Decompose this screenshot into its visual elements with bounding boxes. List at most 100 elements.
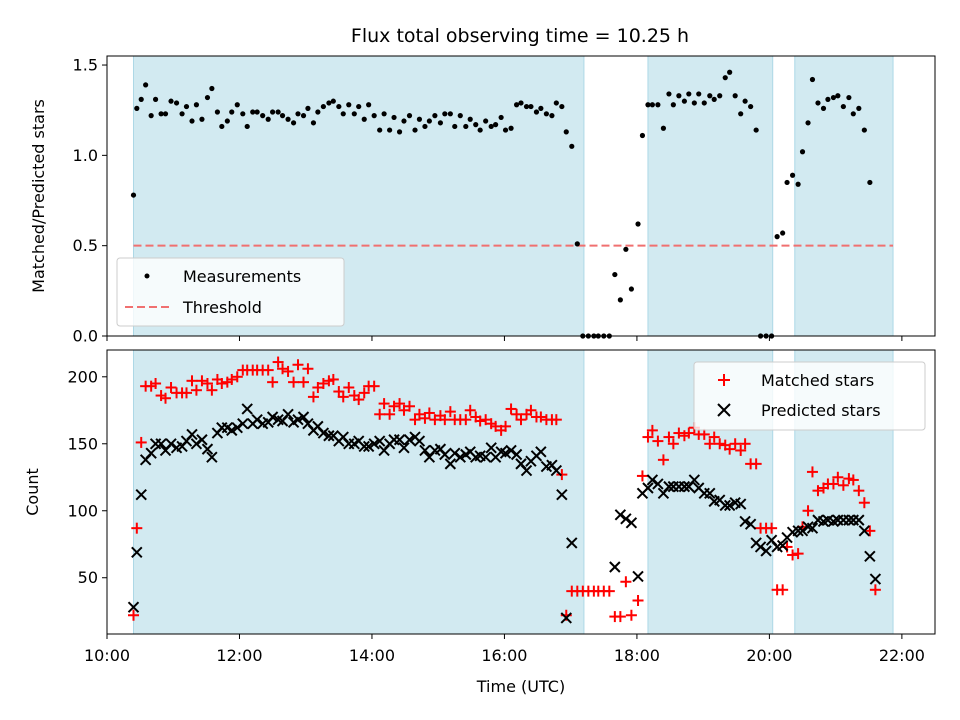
measurement-point: [447, 111, 453, 117]
measurement-point: [846, 94, 852, 101]
matched-star-point: [515, 414, 527, 426]
measurement-point: [158, 111, 164, 117]
matched-star-point: [556, 469, 568, 481]
predicted-star-point: [362, 440, 375, 453]
measurement-point: [130, 192, 137, 198]
measurement-point: [396, 129, 403, 135]
measurement-point: [310, 120, 317, 126]
measurement-point: [825, 96, 831, 102]
predicted-star-point: [190, 438, 203, 450]
matched-star-point: [683, 427, 695, 439]
matched-star-point: [802, 505, 814, 517]
measurement-point: [789, 172, 796, 178]
matched-star-point: [657, 454, 669, 466]
matched-star-point: [667, 438, 679, 450]
measurement-point: [508, 125, 514, 131]
measurement-point: [738, 111, 744, 117]
measurement-point: [850, 111, 856, 117]
measurement-point: [732, 93, 738, 99]
measurement-point: [134, 105, 140, 111]
measurement-point: [681, 98, 687, 104]
matched-star-point: [327, 373, 339, 385]
predicted-star-point: [131, 546, 143, 558]
measurement-point: [691, 100, 697, 106]
measurement-point: [830, 94, 837, 101]
x-tick-label: 12:00: [216, 646, 262, 665]
measurement-point: [463, 123, 469, 130]
matched-star-point: [750, 458, 762, 470]
measurement-point: [351, 111, 357, 117]
measurement-point: [285, 116, 291, 122]
predicted-star-point: [479, 451, 492, 463]
legend-measurements-marker: [144, 273, 150, 279]
matched-star-point: [837, 479, 849, 491]
measurement-point: [701, 100, 707, 106]
matched-star-point: [312, 382, 324, 394]
matched-star-point: [735, 444, 747, 456]
measurement-point: [660, 125, 667, 131]
measurement-point: [204, 94, 211, 101]
predicted-star-point: [145, 447, 157, 459]
predicted-star-point: [226, 424, 238, 437]
matched-star-point: [272, 356, 284, 368]
measurement-point: [330, 98, 336, 104]
measurement-point: [784, 179, 790, 186]
measurement-point: [612, 271, 618, 278]
matched-star-point: [403, 400, 415, 412]
matched-star-point: [550, 414, 562, 426]
matched-star-point: [704, 438, 716, 450]
predicted-star-point: [646, 474, 659, 486]
measurement-point: [219, 123, 225, 130]
measurement-point: [290, 120, 297, 126]
measurement-point: [336, 103, 342, 110]
legend-matched-label: Matched stars: [761, 371, 874, 390]
predicted-star-point: [734, 498, 747, 510]
predicted-star-point: [323, 430, 335, 442]
predicted-star-point: [760, 545, 772, 557]
measurement-point: [244, 123, 250, 130]
predicted-star-point: [241, 403, 253, 415]
predicted-star-point: [444, 458, 457, 470]
predicted-star-point: [237, 417, 249, 430]
predicted-star-point: [864, 550, 876, 563]
measurement-point: [488, 123, 494, 130]
measurement-point: [727, 69, 733, 75]
measurement-points: [130, 69, 873, 339]
measurement-point: [270, 109, 276, 115]
count-panel: 50 100 150 200 10:00 12:00 14:00 16:00 18:00 20:…: [23, 349, 936, 696]
predicted-star-point: [127, 601, 140, 613]
predicted-star-point: [135, 488, 147, 501]
matched-star-point: [388, 400, 400, 412]
measurement-point: [717, 93, 723, 99]
matched-star-point: [439, 414, 451, 426]
matched-star-point: [642, 431, 654, 443]
measurement-point: [574, 241, 580, 247]
matched-star-point: [317, 377, 329, 389]
top-legend: Measurements Threshold: [116, 257, 345, 327]
measurement-point: [340, 111, 346, 117]
measurement-point: [696, 91, 702, 97]
measurement-point: [635, 221, 641, 227]
measurement-point: [549, 113, 555, 119]
legend-measurements-label: Measurements: [183, 267, 301, 286]
matched-star-point: [500, 420, 512, 432]
measurement-point: [437, 120, 444, 126]
predicted-star-point: [535, 446, 547, 458]
matched-star-point: [869, 584, 881, 596]
matched-star-point: [384, 408, 396, 420]
measurement-point: [209, 85, 215, 92]
bottom-window-1: [132, 349, 585, 635]
matched-star-point: [165, 382, 177, 394]
matched-star-point: [292, 359, 304, 371]
matched-star-point: [698, 428, 710, 440]
matched-star-point: [847, 474, 859, 486]
measurement-point: [840, 103, 846, 110]
bottom-y-tick-label: 200: [67, 367, 98, 386]
matched-star-point: [766, 522, 778, 534]
matched-star-point: [777, 584, 789, 596]
matched-star-point: [135, 436, 147, 448]
measurement-point: [401, 118, 407, 124]
measurement-point: [809, 76, 816, 83]
matched-star-point: [858, 497, 870, 509]
predicted-star-point: [206, 451, 218, 463]
